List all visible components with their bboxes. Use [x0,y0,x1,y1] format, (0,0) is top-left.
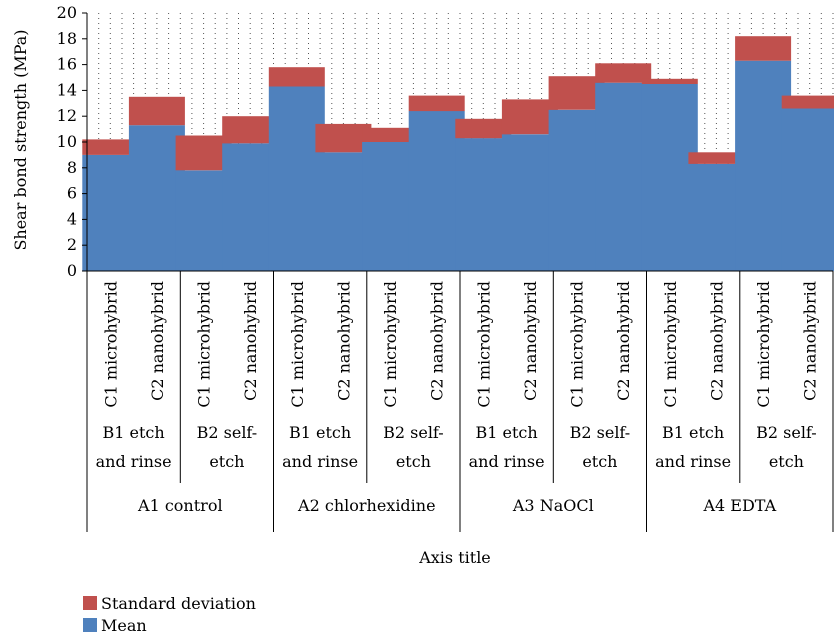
subgroup-label: etch [769,452,804,471]
axes: 0 2 4 6 8 10 12 14 16 18 20 [57,3,833,280]
subgroup-label: and rinse [282,452,358,471]
category-label: C2 nanohybrid [801,281,820,401]
bar-standard-deviation [641,78,698,84]
group-label: A3 NaOCl [512,496,594,515]
subgroup-label: B1 etch [476,423,538,442]
category-label: C1 microhybrid [195,281,214,408]
bar-standard-deviation [595,63,652,83]
category-label: C1 microhybrid [661,281,680,408]
y-tick-label: 6 [67,184,77,203]
category-label: C1 microhybrid [754,281,773,408]
y-tick-label: 0 [67,261,77,280]
bar-standard-deviation [408,95,465,112]
legend-swatch [83,596,97,610]
legend-swatch [83,618,97,632]
category-label: C2 nanohybrid [334,281,353,401]
subgroup-label: and rinse [655,452,731,471]
subgroup-label: etch [209,452,244,471]
subgroup-label: B1 etch [103,423,165,442]
bar-standard-deviation [688,152,745,164]
subgroup-label: B2 self- [756,423,817,442]
category-label: C2 nanohybrid [428,281,447,401]
bar-standard-deviation [268,67,325,87]
subgroup-label: B1 etch [662,423,724,442]
y-tick-label: 4 [67,209,77,228]
bar-standard-deviation [781,95,834,109]
y-tick-label: 10 [57,132,77,151]
category-label: C2 nanohybrid [614,281,633,401]
category-label: C1 microhybrid [288,281,307,408]
group-label: A2 chlorhexidine [297,496,436,515]
subgroup-label: and rinse [469,452,545,471]
legend-label: Mean [101,616,147,635]
bar-standard-deviation [128,96,185,126]
bar-standard-deviation [455,118,512,139]
y-tick-label: 16 [57,55,77,74]
bar-standard-deviation [501,99,558,135]
bar-standard-deviation [735,36,792,61]
subgroup-label: B2 self- [383,423,444,442]
x-axis-title: Axis title [418,548,491,567]
y-tick-label: 12 [57,106,77,125]
subgroup-label: B2 self- [197,423,258,442]
bar-mean [501,134,558,271]
bar-mean [781,108,834,271]
bar-mean [128,125,185,271]
subgroup-label: etch [396,452,431,471]
bar-standard-deviation [362,127,419,142]
group-label: A1 control [137,496,223,515]
category-label: C2 nanohybrid [241,281,260,401]
subgroup-label: etch [582,452,617,471]
bar-mean [315,152,372,271]
category-label: C1 microhybrid [101,281,120,408]
subgroup-label: B1 etch [289,423,351,442]
category-label: C1 microhybrid [568,281,587,408]
y-axis-title: Shear bond strength (MPa) [11,29,30,250]
bar-mean [688,163,745,271]
category-label: C1 microhybrid [381,281,400,408]
legend-label: Standard deviation [101,594,256,613]
y-tick-label: 8 [67,158,77,177]
category-label: C1 microhybrid [474,281,493,408]
bar-standard-deviation [315,123,372,153]
y-tick-label: 20 [57,3,77,22]
category-labels: C1 microhybrid C2 nanohybrid C1 microhybri… [86,271,834,532]
y-tick-label: 18 [57,29,77,48]
group-label: A4 EDTA [702,496,776,515]
y-tick-label: 14 [57,80,77,99]
category-label: C2 nanohybrid [521,281,540,401]
bar-standard-deviation [82,139,139,155]
subgroup-label: and rinse [96,452,172,471]
legend: Standard deviation Mean [83,594,256,635]
subgroup-label: B2 self- [570,423,631,442]
y-tick-label: 2 [67,235,77,254]
category-label: C2 nanohybrid [148,281,167,401]
bars [82,36,834,272]
category-label: C2 nanohybrid [707,281,726,401]
